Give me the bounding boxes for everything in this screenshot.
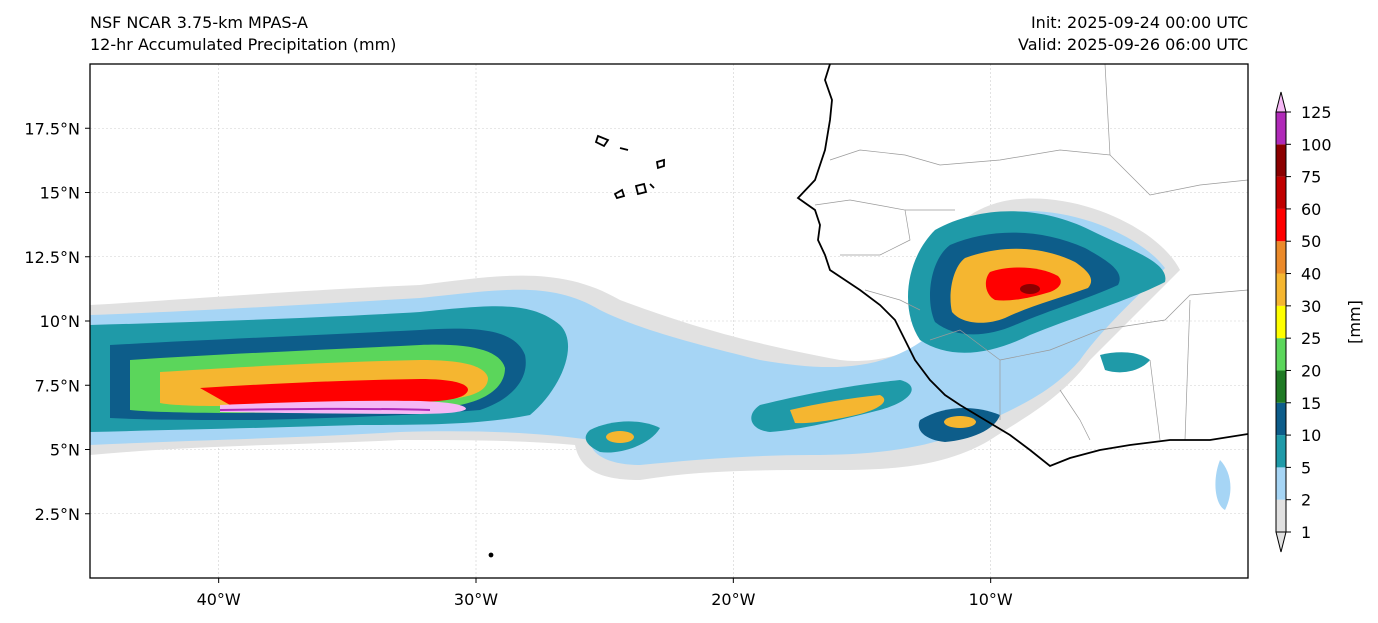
colorbar-segment [1276, 208, 1286, 242]
atlantic-cell-30mm [606, 431, 634, 443]
colorbar-segment [1276, 176, 1286, 209]
lat-tick-label: 17.5°N [24, 119, 80, 138]
inland-cell-5mm [1100, 352, 1150, 373]
colorbar-extend-min [1275, 531, 1287, 553]
country-borders [814, 64, 1248, 441]
valid-time: Valid: 2025-09-26 06:00 UTC [1017, 35, 1248, 54]
westafrica-50mm [985, 267, 1061, 301]
precip-125mm [219, 407, 431, 411]
westafrica-75mm [1020, 284, 1040, 294]
precip-50mm [200, 379, 468, 405]
colorbar-tick-label: 15 [1301, 394, 1321, 413]
lon-tick-label: 10°W [969, 590, 1013, 609]
colorbar-tick-label: 1 [1301, 523, 1311, 542]
colorbar-tick-label: 25 [1301, 329, 1321, 348]
colorbar-segment [1276, 499, 1286, 532]
colorbar-segment [1276, 467, 1286, 500]
colorbar-segment [1276, 144, 1286, 177]
longitude-axis: 40°W 30°W 20°W 10°W [197, 578, 1013, 609]
lon-tick-label: 20°W [711, 590, 755, 609]
colorbar-tick-label: 50 [1301, 232, 1321, 251]
lat-tick-label: 10°N [40, 312, 80, 331]
init-time: Init: 2025-09-24 00:00 UTC [1030, 13, 1248, 32]
coast-cell-30mm [944, 416, 976, 428]
precip-field [90, 198, 1231, 510]
colorbar-tick-label: 100 [1301, 135, 1332, 154]
precip-100mm [220, 400, 466, 414]
colorbar-tick-label: 2 [1301, 491, 1311, 510]
colorbar-tick-label: 20 [1301, 361, 1321, 380]
gulf-cell-2mm [1215, 460, 1231, 510]
colorbar-tick-label: 75 [1301, 168, 1321, 187]
lon-tick-label: 30°W [454, 590, 498, 609]
atlantic-streak-30mm [790, 395, 885, 424]
colorbar-segment [1276, 435, 1286, 468]
colorbar-segment [1276, 273, 1286, 306]
lon-tick-label: 40°W [197, 590, 241, 609]
colorbar-segment [1276, 402, 1286, 436]
lat-tick-label: 12.5°N [24, 248, 80, 267]
lat-tick-label: 5°N [50, 441, 80, 460]
latitude-axis: 17.5°N 15°N 12.5°N 10°N 7.5°N 5°N 2.5°N [24, 119, 90, 524]
colorbar-tick-label: 125 [1301, 103, 1332, 122]
colorbar-segment [1276, 370, 1286, 403]
lat-tick-label: 2.5°N [35, 505, 80, 524]
colorbar-segment [1276, 112, 1286, 145]
coastline [488, 64, 1248, 558]
lat-tick-label: 15°N [40, 184, 80, 203]
colorbar-tick-label: 60 [1301, 200, 1321, 219]
colorbar-segment [1276, 241, 1286, 274]
field-title: 12-hr Accumulated Precipitation (mm) [90, 35, 397, 54]
colorbar-frame [1275, 111, 1287, 533]
colorbar-tick-label: 30 [1301, 297, 1321, 316]
lat-tick-label: 7.5°N [35, 376, 80, 395]
colorbar-unit-label: [mm] [1345, 300, 1364, 344]
colorbar-extend-max [1275, 91, 1287, 113]
colorbar-tick-label: 5 [1301, 458, 1311, 477]
colorbar-segment [1276, 305, 1286, 339]
colorbar-tick-label: 40 [1301, 265, 1321, 284]
colorbar-segment [1276, 338, 1286, 371]
model-title: NSF NCAR 3.75-km MPAS-A [90, 13, 308, 32]
colorbar-tick-label: 10 [1301, 426, 1321, 445]
